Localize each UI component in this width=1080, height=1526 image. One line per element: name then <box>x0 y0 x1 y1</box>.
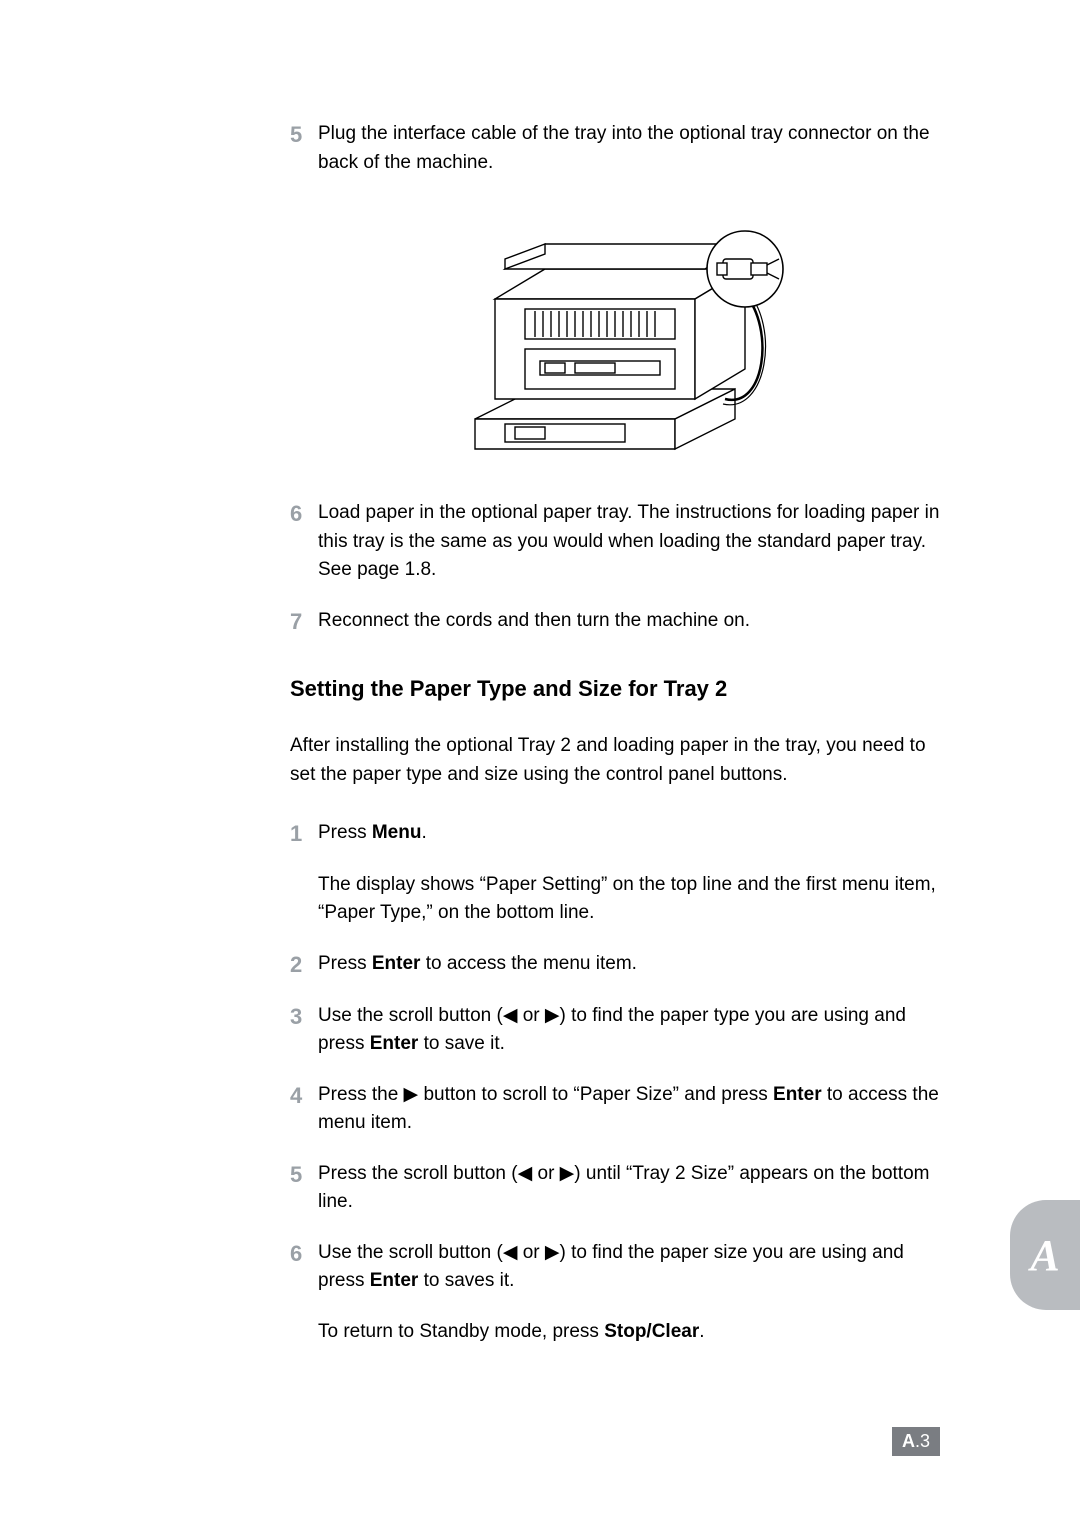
step-text: Press Menu. <box>318 819 427 849</box>
t: to saves it. <box>418 1270 514 1291</box>
step-number: 2 <box>290 950 318 980</box>
t: To return to Standby mode, press <box>318 1321 604 1342</box>
t: Press <box>318 822 372 843</box>
step-text: Use the scroll button (◀ or ▶) to find t… <box>318 1239 940 1296</box>
section-heading: Setting the Paper Type and Size for Tray… <box>290 676 940 702</box>
step-number: 5 <box>290 1160 318 1217</box>
step-6: 6 Load paper in the optional paper tray.… <box>290 499 940 585</box>
proc-step-2: 2 Press Enter to access the menu item. <box>290 950 940 980</box>
t: Press the <box>318 1084 404 1105</box>
manual-page: 5 Plug the interface cable of the tray i… <box>0 0 1080 1526</box>
menu-bold: Menu <box>372 822 422 843</box>
left-arrow-icon: ◀ <box>503 1242 518 1263</box>
section-intro: After installing the optional Tray 2 and… <box>290 732 940 789</box>
step-number: 1 <box>290 819 318 849</box>
right-arrow-icon: ▶ <box>404 1084 419 1105</box>
step-text: Plug the interface cable of the tray int… <box>318 120 940 177</box>
right-arrow-icon: ▶ <box>560 1163 575 1184</box>
page-number-rest: .3 <box>915 1431 930 1451</box>
t: Press the scroll button ( <box>318 1163 518 1184</box>
step-number: 4 <box>290 1081 318 1138</box>
enter-bold: Enter <box>370 1033 419 1054</box>
step-number: 7 <box>290 607 318 637</box>
enter-bold: Enter <box>370 1270 419 1291</box>
proc-step-3: 3 Use the scroll button (◀ or ▶) to find… <box>290 1002 940 1059</box>
step-text: Press Enter to access the menu item. <box>318 950 637 980</box>
page-number-prefix: A <box>902 1431 915 1451</box>
step-5: 5 Plug the interface cable of the tray i… <box>290 120 940 177</box>
proc-step-5: 5 Press the scroll button (◀ or ▶) until… <box>290 1160 940 1217</box>
t: button to scroll to “Paper Size” and pre… <box>418 1084 773 1105</box>
step-number: 3 <box>290 1002 318 1059</box>
t: or <box>532 1163 559 1184</box>
enter-bold: Enter <box>773 1084 822 1105</box>
enter-bold: Enter <box>372 953 421 974</box>
appendix-tab-letter: A <box>1030 1230 1059 1281</box>
t: to save it. <box>418 1033 505 1054</box>
page-number-badge: A.3 <box>892 1427 940 1456</box>
step-text: Press the ▶ button to scroll to “Paper S… <box>318 1081 940 1138</box>
step-number: 6 <box>290 499 318 585</box>
step-number: 5 <box>290 120 318 177</box>
t: . <box>699 1321 704 1342</box>
t: Press <box>318 953 372 974</box>
t: or <box>517 1242 544 1263</box>
t: or <box>517 1005 544 1026</box>
t: Use the scroll button ( <box>318 1242 503 1263</box>
proc-step-6: 6 Use the scroll button (◀ or ▶) to find… <box>290 1239 940 1296</box>
right-arrow-icon: ▶ <box>545 1242 560 1263</box>
step-text: Reconnect the cords and then turn the ma… <box>318 607 750 637</box>
printer-illustration <box>290 199 940 469</box>
step-7: 7 Reconnect the cords and then turn the … <box>290 607 940 637</box>
proc-step-1-sub: The display shows “Paper Setting” on the… <box>318 871 940 928</box>
printer-diagram-icon <box>445 199 785 469</box>
stopclear-bold: Stop/Clear <box>604 1321 699 1342</box>
step-text: Load paper in the optional paper tray. T… <box>318 499 940 585</box>
step-number: 6 <box>290 1239 318 1296</box>
left-arrow-icon: ◀ <box>503 1005 518 1026</box>
right-arrow-icon: ▶ <box>545 1005 560 1026</box>
left-arrow-icon: ◀ <box>518 1163 533 1184</box>
appendix-tab: A <box>1010 1200 1080 1310</box>
step-text: Use the scroll button (◀ or ▶) to find t… <box>318 1002 940 1059</box>
t: Use the scroll button ( <box>318 1005 503 1026</box>
proc-step-1: 1 Press Menu. <box>290 819 940 849</box>
t: to access the menu item. <box>420 953 637 974</box>
proc-step-6-sub: To return to Standby mode, press Stop/Cl… <box>318 1318 940 1347</box>
proc-step-4: 4 Press the ▶ button to scroll to “Paper… <box>290 1081 940 1138</box>
t: . <box>421 822 426 843</box>
step-text: Press the scroll button (◀ or ▶) until “… <box>318 1160 940 1217</box>
